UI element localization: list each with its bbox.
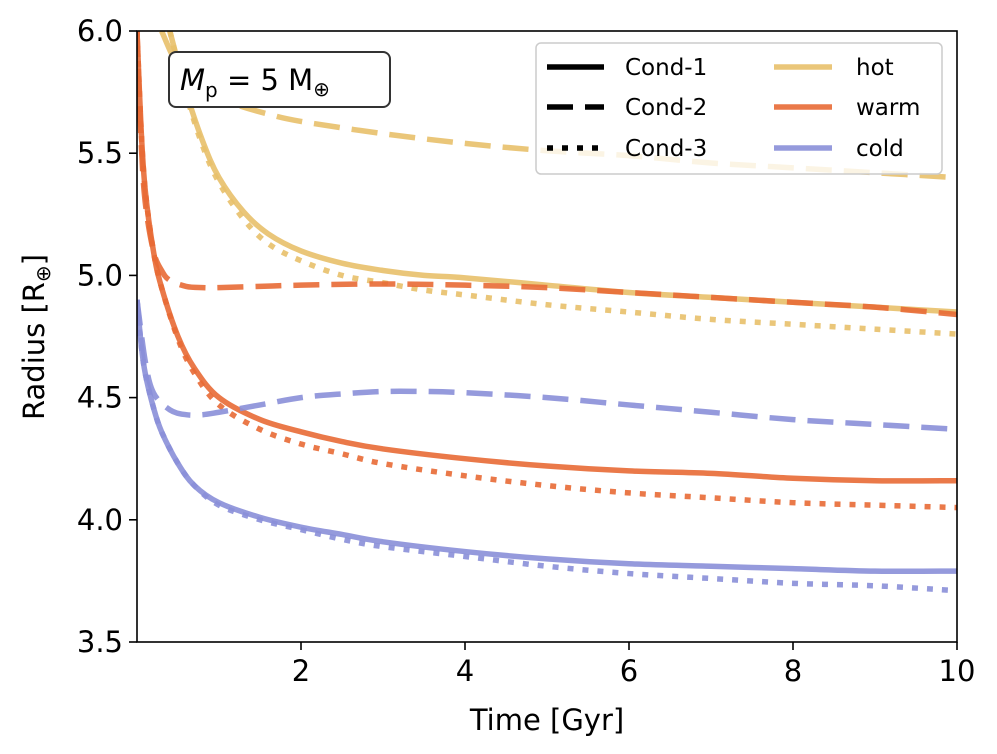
y-axis-label-close: ] [17,254,51,265]
x-tick-label: 4 [456,654,474,688]
x-axis-label: Time [Gyr] [469,703,624,737]
y-tick-label: 5.0 [77,258,123,292]
y-tick-label: 4.0 [77,503,123,537]
svg-text:Mp = 5 M⊕: Mp = 5 M⊕ [180,63,330,102]
x-tick-label: 2 [292,654,310,688]
series-line-cold-cond-2 [137,299,957,433]
y-tick-label: 3.5 [77,625,123,659]
y-axis-label-sub: ⊕ [31,265,55,282]
mass-subscript: p [205,78,218,102]
legend-label-cond-3: Cond-3 [625,136,707,162]
earth-subscript: ⊕ [313,77,330,101]
series-line-hot-cond-3 [167,31,957,337]
x-tick-label: 6 [620,654,638,688]
legend-box [535,42,943,175]
y-axis: 3.5 4.0 4.5 5.0 5.5 6.0 [77,14,137,659]
series-line-warm-cond-2 [137,31,957,318]
plot-frame [136,30,958,643]
y-tick-label: 6.0 [77,14,123,48]
legend-label-hot: hot [856,55,894,81]
mass-symbol: M [180,63,205,97]
legend-label-cond-1: Cond-1 [625,55,707,81]
legend-label-warm: warm [856,95,920,121]
y-axis-label: Radius [R⊕] [17,254,55,420]
series-line-warm-cond-1 [137,31,957,484]
y-axis-label-main: Radius [R [17,282,51,420]
series-line-cold-cond-1 [137,299,957,575]
y-tick-label: 5.5 [77,136,123,170]
legend-label-cold: cold [856,136,904,162]
mass-value: = 5 M [218,63,313,97]
mass-annotation-box [168,51,391,108]
x-tick-label: 10 [939,654,976,688]
legend: Cond-1 Cond-2 Cond-3 hot warm cold [535,42,943,175]
series-line-cold-cond-3 [137,299,957,594]
legend-label-cond-2: Cond-2 [625,95,707,121]
mass-annotation: Mp = 5 M⊕ [168,51,391,108]
x-axis: 2 4 6 8 10 [292,642,976,688]
x-tick-label: 8 [784,654,802,688]
y-tick-label: 4.5 [77,381,123,415]
series-line-warm-cond-3 [137,31,957,511]
